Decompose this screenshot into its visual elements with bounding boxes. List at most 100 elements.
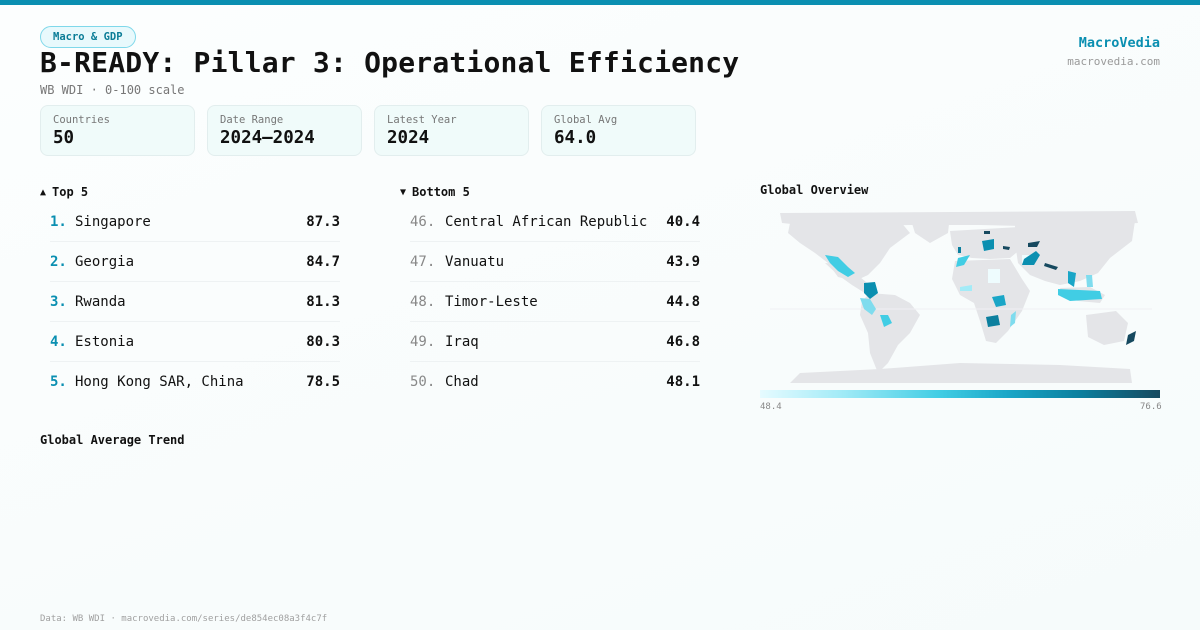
rank-number: 5. (50, 374, 67, 390)
country-name: Central African Republic (445, 213, 648, 230)
country-indonesia (1058, 289, 1102, 301)
country-ghana (960, 285, 972, 291)
land-south-america (860, 293, 920, 373)
stat-card-global-avg: Global Avg 64.0 (541, 105, 696, 156)
stat-card-date-range: Date Range 2024–2024 (207, 105, 362, 156)
world-map[interactable] (760, 203, 1160, 385)
rank-number: 1. (50, 213, 67, 230)
country-name: Hong Kong SAR, China (75, 374, 244, 390)
land-north-america (788, 221, 910, 281)
country-philippines (1086, 275, 1093, 287)
bottom5-heading-label: Bottom 5 (412, 185, 470, 199)
country-value: 78.5 (306, 374, 340, 390)
country-paraguay (880, 315, 892, 327)
country-nepal (1044, 263, 1058, 270)
country-value: 80.3 (306, 333, 340, 350)
country-value: 44.8 (666, 293, 700, 310)
list-item[interactable]: 3. Rwanda 81.3 (50, 282, 340, 322)
stat-label: Latest Year (387, 114, 457, 126)
land-australia (1086, 311, 1128, 345)
stat-value: 64.0 (554, 128, 597, 148)
rank-number: 47. (410, 253, 436, 270)
country-portugal (958, 247, 961, 253)
list-item[interactable]: 48. Timor-Leste 44.8 (410, 282, 700, 322)
country-name: Vanuatu (445, 253, 505, 270)
country-balkans (982, 239, 994, 251)
land-greenland (910, 215, 950, 243)
list-item[interactable]: 1. Singapore 87.3 (50, 202, 340, 242)
stat-value: 2024–2024 (220, 128, 315, 148)
list-item[interactable]: 4. Estonia 80.3 (50, 322, 340, 362)
highlighted-countries (825, 231, 1136, 345)
footer-source: Data: WB WDI · macrovedia.com/series/de8… (40, 614, 328, 624)
rank-number: 4. (50, 333, 67, 350)
stat-label: Countries (53, 114, 110, 126)
rank-number: 46. (410, 213, 436, 230)
country-value: 84.7 (306, 253, 340, 270)
country-value: 40.4 (666, 213, 700, 230)
list-item[interactable]: 50. Chad 48.1 (410, 362, 700, 402)
land-asia (1015, 221, 1135, 285)
country-name: Rwanda (75, 293, 126, 310)
trend-title: Global Average Trend (40, 433, 185, 447)
country-name: Estonia (75, 333, 135, 350)
country-peru (860, 298, 876, 315)
stat-label: Global Avg (554, 114, 618, 126)
list-item[interactable]: 47. Vanuatu 43.9 (410, 242, 700, 282)
stat-label: Date Range (220, 114, 284, 126)
country-name: Timor-Leste (445, 293, 538, 310)
legend-max-value: 76.6 (1140, 402, 1162, 412)
country-value: 46.8 (666, 333, 700, 350)
country-vietnam (1068, 271, 1076, 287)
country-mexico (825, 255, 855, 277)
country-morocco (956, 255, 970, 267)
rank-number: 3. (50, 293, 67, 310)
legend-min-value: 48.4 (760, 402, 782, 412)
brand: MacroVedia macrovedia.com (1067, 35, 1160, 68)
list-item[interactable]: 49. Iraq 46.8 (410, 322, 700, 362)
rank-number: 2. (50, 253, 67, 270)
country-kyrgyzstan (1028, 241, 1040, 247)
stat-value: 50 (53, 128, 75, 148)
stat-value: 2024 (387, 128, 430, 148)
country-value: 87.3 (306, 213, 340, 230)
country-madagascar (1010, 311, 1016, 327)
list-item[interactable]: 2. Georgia 84.7 (50, 242, 340, 282)
triangle-down-icon: ▼ (400, 186, 407, 198)
world-map-svg (770, 211, 1152, 383)
color-scale-legend (760, 390, 1160, 398)
country-value: 48.1 (666, 374, 700, 390)
country-value: 81.3 (306, 293, 340, 310)
list-item[interactable]: 46. Central African Republic 40.4 (410, 202, 700, 242)
country-name: Iraq (445, 333, 479, 350)
rank-number: 50. (410, 374, 436, 390)
country-new-zealand (1126, 331, 1136, 345)
trend-chart-area (40, 455, 1160, 600)
top-accent-bar (0, 0, 1200, 5)
rank-number: 49. (410, 333, 436, 350)
country-zimbabwe (986, 315, 1000, 327)
country-name: Singapore (75, 213, 151, 230)
stat-card-countries: Countries 50 (40, 105, 195, 156)
land-antarctica (790, 363, 1132, 383)
stat-card-latest-year: Latest Year 2024 (374, 105, 529, 156)
country-chad (988, 269, 1000, 283)
rank-number: 48. (410, 293, 436, 310)
triangle-up-icon: ▲ (40, 186, 47, 198)
bottom5-heading: ▼ Bottom 5 (400, 182, 700, 202)
list-item[interactable]: 5. Hong Kong SAR, China 78.5 (50, 362, 340, 402)
country-estonia (984, 231, 990, 234)
country-tanzania (992, 295, 1006, 307)
page-title: B-READY: Pillar 3: Operational Efficienc… (40, 46, 740, 79)
country-name: Georgia (75, 253, 135, 270)
country-pakistan (1022, 251, 1040, 265)
brand-name[interactable]: MacroVedia (1078, 35, 1160, 51)
top5-ranking: ▲ Top 5 1. Singapore 87.3 2. Georgia 84.… (40, 182, 340, 402)
country-value: 43.9 (666, 253, 700, 270)
bottom5-ranking: ▼ Bottom 5 46. Central African Republic … (400, 182, 700, 402)
brand-url[interactable]: macrovedia.com (1067, 55, 1160, 68)
stat-cards: Countries 50 Date Range 2024–2024 Latest… (40, 105, 696, 156)
category-chip[interactable]: Macro & GDP (40, 26, 136, 48)
country-georgia (1003, 246, 1010, 250)
country-name: Chad (445, 374, 479, 390)
